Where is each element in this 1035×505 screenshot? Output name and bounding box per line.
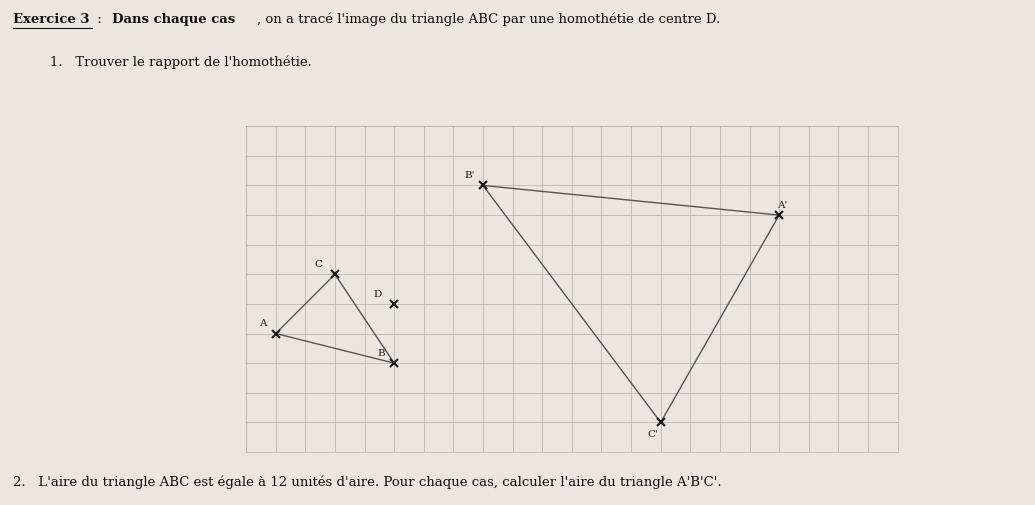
Text: B: B bbox=[377, 349, 385, 358]
Text: B': B' bbox=[465, 171, 475, 180]
Text: A: A bbox=[259, 319, 266, 328]
Text: 2.   L'aire du triangle ABC est égale à 12 unités d'aire. Pour chaque cas, calcu: 2. L'aire du triangle ABC est égale à 12… bbox=[13, 476, 722, 489]
Text: A': A' bbox=[777, 201, 788, 210]
Text: :: : bbox=[93, 13, 107, 26]
Text: Dans chaque cas: Dans chaque cas bbox=[112, 13, 235, 26]
Text: , on a tracé l'image du triangle ABC par une homothétie de centre D.: , on a tracé l'image du triangle ABC par… bbox=[257, 13, 720, 26]
Text: D: D bbox=[374, 289, 382, 298]
Text: Exercice 3: Exercice 3 bbox=[13, 13, 90, 26]
Text: C: C bbox=[315, 260, 323, 269]
Text: 1.   Trouver le rapport de l'homothétie.: 1. Trouver le rapport de l'homothétie. bbox=[50, 56, 312, 69]
Text: C': C' bbox=[647, 430, 658, 439]
